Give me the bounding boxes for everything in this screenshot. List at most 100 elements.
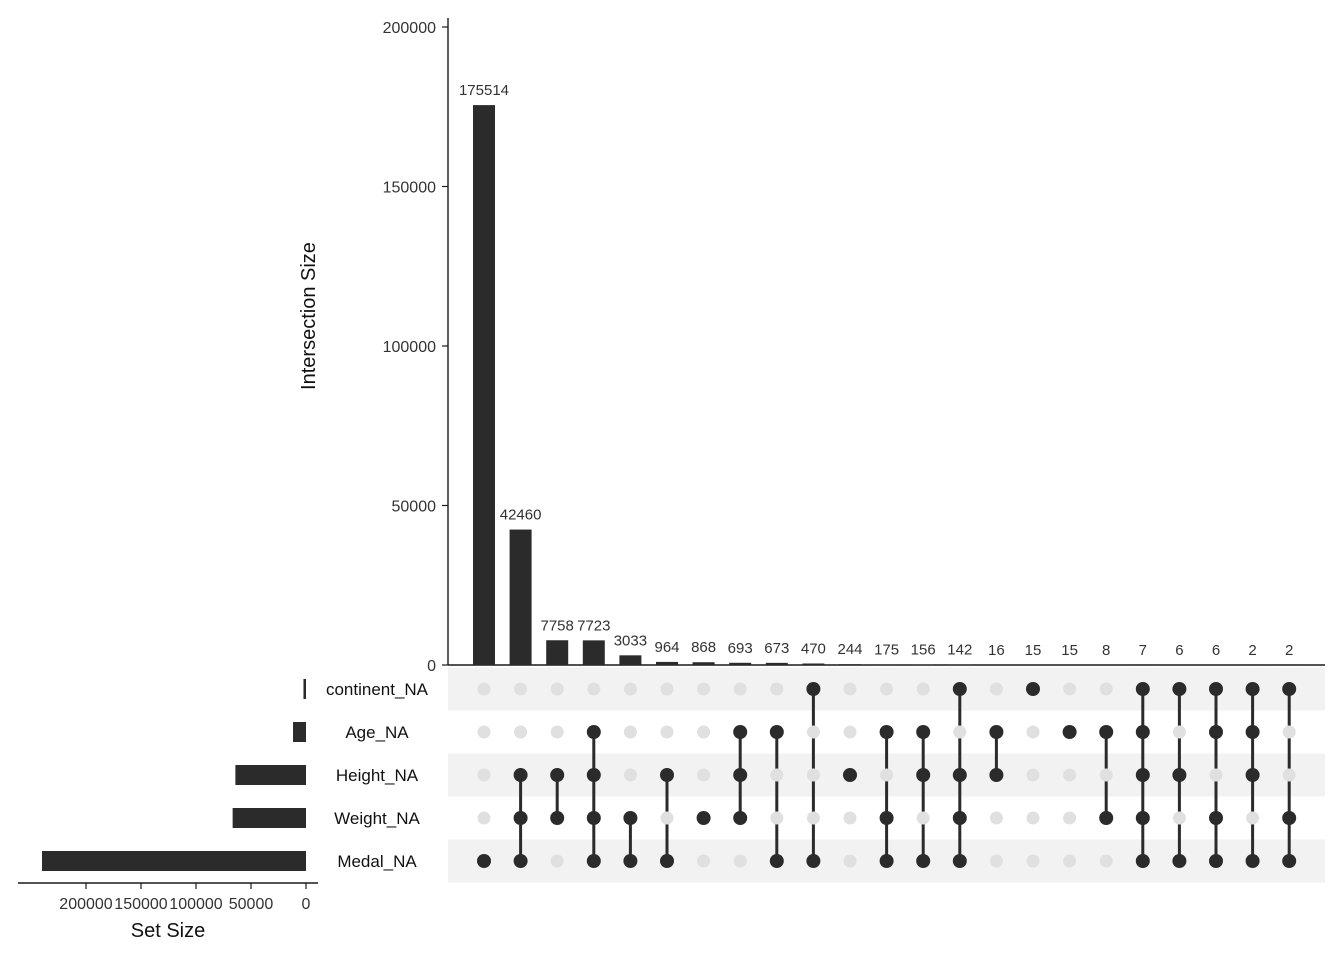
matrix-dot-active [513,768,528,782]
matrix-dot-inactive [660,811,674,825]
matrix-dot-inactive [1172,725,1186,739]
matrix-dot-inactive [660,682,674,696]
intersection-bar-label: 175514 [459,82,509,99]
matrix-dot-inactive [989,682,1003,696]
matrix-dot-active [952,811,967,825]
matrix-dot-active [1172,682,1187,696]
matrix-dot-active [623,854,638,868]
intersection-bar-label: 2 [1285,642,1293,659]
matrix-dot-inactive [550,725,564,739]
matrix-dot-active [660,768,674,782]
matrix-dot-inactive [806,811,820,825]
intersection-bar-label: 3033 [614,632,647,649]
matrix-dot-inactive [1099,682,1113,696]
matrix-dot-active [1026,682,1040,696]
matrix-dot-active [586,725,601,739]
matrix-dot-inactive [1282,768,1296,782]
matrix-dot-active [1099,725,1114,739]
matrix-dot-inactive [1026,725,1040,739]
matrix-dot-inactive [1063,768,1077,782]
y-tick-label: 50000 [392,499,437,516]
matrix-dot-inactive [1026,854,1040,868]
matrix-dot-inactive [1026,768,1040,782]
y-tick-label: 0 [427,658,436,675]
matrix-dot-active [513,811,528,825]
set-size-axis: 200000 150000 100000 50000 0 Set Size [18,882,318,942]
y-tick-label: 200000 [383,20,436,37]
matrix-dot-inactive [623,682,637,696]
matrix-dot-active [513,854,528,868]
matrix-dot-inactive [1026,811,1040,825]
matrix-dot-inactive [770,682,784,696]
matrix-dot-active [806,854,821,868]
matrix-dot-active [586,854,601,868]
matrix-dot-inactive [1063,682,1077,696]
matrix-dot-active [660,854,674,868]
set-axis-tick-label: 0 [302,896,311,913]
intersection-bar-label: 964 [654,639,679,656]
intersection-bar-label: 156 [911,642,936,659]
matrix-dot-active [1135,682,1150,696]
intersection-bar [509,529,532,665]
matrix-dot-inactive [623,725,637,739]
matrix-dot-active [1172,854,1187,868]
matrix-dot-active [733,768,748,782]
matrix-dot-active [477,854,491,868]
intersection-bar [619,655,642,665]
matrix-dot-inactive [880,682,894,696]
intersection-bar-label: 15 [1025,642,1042,659]
intersection-bar [582,640,605,665]
matrix-dot-inactive [1246,811,1260,825]
set-size-bar-Height_NA [235,765,306,785]
matrix-dot-inactive [660,725,674,739]
intersection-matrix [477,682,1297,868]
matrix-dot-inactive [806,768,820,782]
matrix-dot-active [586,811,601,825]
matrix-dot-inactive [843,811,857,825]
intersection-bar [765,662,788,665]
matrix-dot-active [1209,725,1223,739]
set-size-bar-Age_NA [293,722,306,742]
matrix-dot-active [733,725,748,739]
matrix-dot-active [916,854,931,868]
intersection-bar [546,640,569,665]
matrix-dot-inactive [770,811,784,825]
matrix-dot-inactive [697,725,711,739]
matrix-dot-inactive [916,682,930,696]
matrix-dot-inactive [1063,854,1077,868]
matrix-dot-active [1245,854,1260,868]
matrix-dot-active [916,768,931,782]
set-size-bar-Medal_NA [42,851,306,871]
set-size-bar-continent_NA [303,679,306,699]
matrix-dot-active [879,725,894,739]
matrix-dot-active [1282,682,1297,696]
matrix-dot-active [1135,768,1150,782]
matrix-dot-inactive [733,682,747,696]
matrix-dot-active [733,811,748,825]
intersection-bar-label: 673 [764,640,789,657]
y-tick-label: 100000 [383,339,436,356]
intersection-size-axis: 0 50000 100000 150000 200000 Intersection Siz… [298,18,1325,675]
set-axis-tick-label: 50000 [229,896,274,913]
matrix-dot-inactive [697,854,711,868]
y-axis-title: Intersection Size [298,242,320,390]
intersection-bar-label: 244 [837,641,862,658]
matrix-dot-inactive [697,682,711,696]
matrix-dot-active [806,682,821,696]
matrix-dot-inactive [477,768,491,782]
intersection-bar [656,661,678,665]
intersection-bar-label: 42460 [500,507,542,524]
matrix-dot-inactive [806,725,820,739]
matrix-dot-inactive [477,725,491,739]
matrix-dot-inactive [477,811,491,825]
matrix-dot-inactive [1282,725,1296,739]
intersection-bar-label: 7758 [541,617,574,634]
matrix-dot-inactive [1099,854,1113,868]
intersection-bar-label: 2 [1248,642,1256,659]
intersection-bar-label: 6 [1175,642,1183,659]
matrix-dot-inactive [514,682,528,696]
matrix-dot-active [550,811,565,825]
matrix-dot-inactive [843,682,857,696]
matrix-dot-inactive [1172,811,1186,825]
matrix-dot-inactive [916,811,930,825]
